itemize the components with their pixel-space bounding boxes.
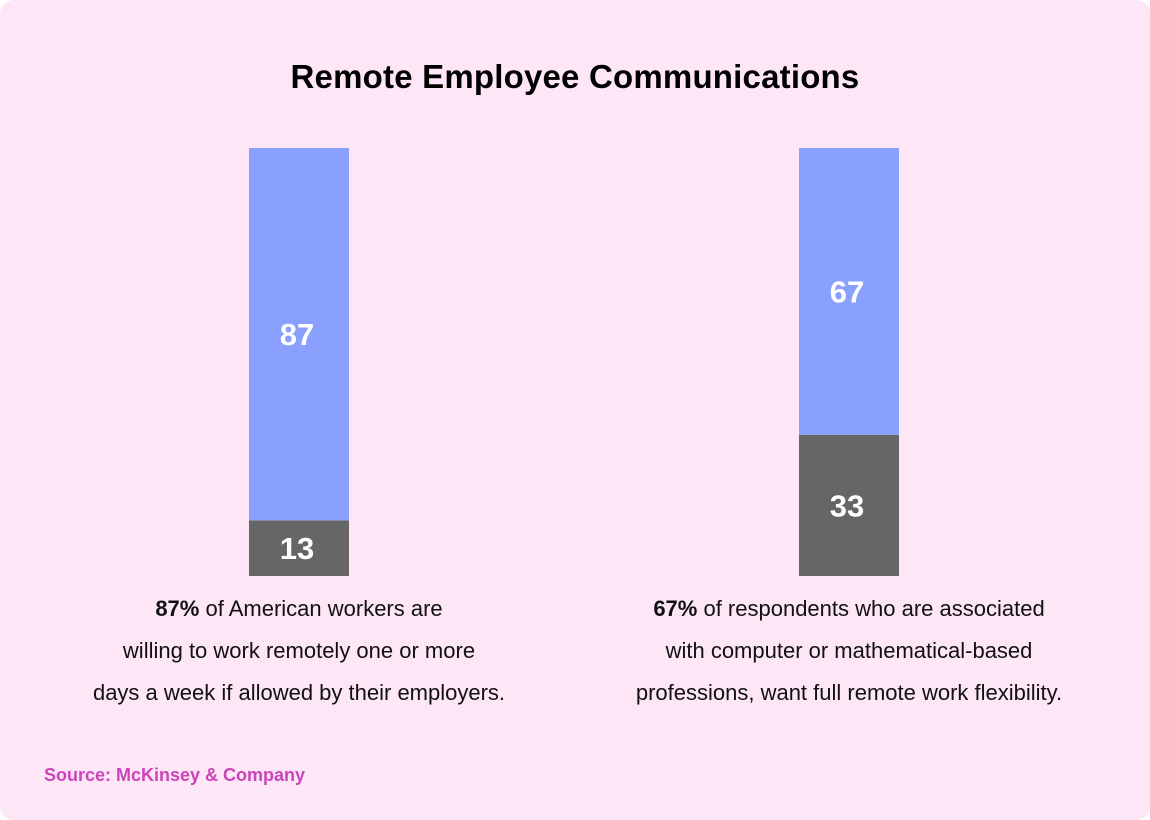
bar-1-top-segment <box>249 148 349 521</box>
caption-left-line-2: willing to work remotely one or more <box>122 638 476 663</box>
caption-left-line-3: days a week if allowed by their employer… <box>92 680 506 705</box>
bar-2-bottom-segment <box>799 434 899 576</box>
bar-1-bottom-segment <box>249 520 349 576</box>
chart-title: Remote Employee Communications <box>290 58 860 95</box>
caption-right: 67% of respondents who are associated wi… <box>609 588 1089 714</box>
caption-right-line-2: with computer or mathematical-based <box>665 638 1033 663</box>
caption-right-line-1-text: of respondents who are associated <box>697 596 1045 621</box>
source-note: Source: McKinsey & Company <box>44 765 306 785</box>
bar-2-top-segment-label: 67 <box>830 274 864 309</box>
caption-right-line-1: 67% of respondents who are associated <box>609 588 1089 630</box>
bar-1-top-segment-label: 87 <box>280 317 314 352</box>
bar-2-bottom-segment-label: 33 <box>830 488 864 523</box>
caption-left-line-1-text: of American workers are <box>199 596 443 621</box>
caption-left-line-1: 87% of American workers are <box>59 588 539 630</box>
bar-1-bottom-segment-label: 13 <box>280 531 314 566</box>
caption-right-highlight: 67% <box>653 596 698 621</box>
caption-left: 87% of American workers are willing to w… <box>59 588 539 714</box>
bar-2-top-segment <box>799 148 899 435</box>
caption-left-highlight: 87% <box>155 596 200 621</box>
caption-right-line-3: professions, want full remote work flexi… <box>635 680 1063 705</box>
